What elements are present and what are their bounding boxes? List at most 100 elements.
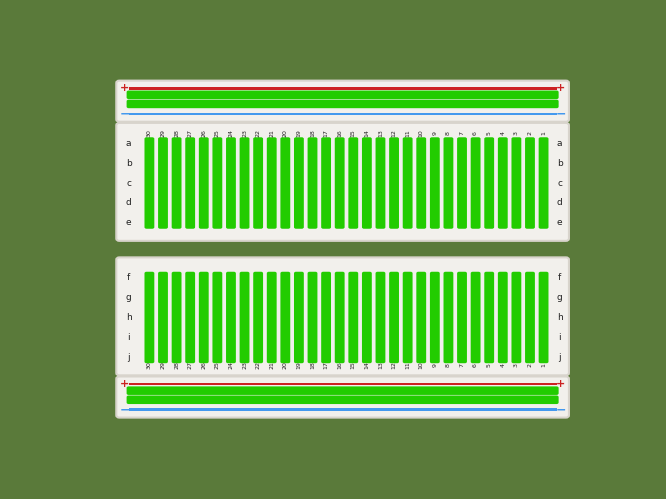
FancyBboxPatch shape bbox=[117, 123, 569, 241]
Bar bbox=[129, 408, 557, 411]
Bar bbox=[129, 87, 557, 89]
Text: 26: 26 bbox=[201, 129, 206, 137]
Text: 18: 18 bbox=[310, 129, 315, 137]
Text: 22: 22 bbox=[256, 129, 260, 137]
FancyBboxPatch shape bbox=[117, 81, 569, 122]
Text: 25: 25 bbox=[215, 361, 220, 369]
FancyBboxPatch shape bbox=[240, 272, 250, 363]
FancyBboxPatch shape bbox=[199, 272, 208, 363]
Text: 15: 15 bbox=[351, 361, 356, 369]
Text: 26: 26 bbox=[201, 361, 206, 369]
Text: +: + bbox=[120, 83, 129, 93]
Text: 16: 16 bbox=[337, 361, 342, 369]
FancyBboxPatch shape bbox=[362, 272, 372, 363]
FancyBboxPatch shape bbox=[498, 137, 507, 229]
Text: 14: 14 bbox=[364, 361, 370, 369]
Text: 2: 2 bbox=[527, 131, 533, 135]
Text: 1: 1 bbox=[541, 131, 546, 135]
Text: 22: 22 bbox=[256, 361, 260, 369]
FancyBboxPatch shape bbox=[117, 376, 569, 418]
FancyBboxPatch shape bbox=[127, 386, 559, 395]
FancyBboxPatch shape bbox=[185, 137, 195, 229]
Text: 3: 3 bbox=[514, 363, 519, 367]
Text: 1: 1 bbox=[541, 363, 546, 367]
Text: 27: 27 bbox=[188, 129, 192, 137]
Text: 17: 17 bbox=[324, 361, 328, 369]
Text: j: j bbox=[558, 353, 561, 362]
Text: d: d bbox=[557, 198, 563, 208]
FancyBboxPatch shape bbox=[348, 272, 358, 363]
Text: f: f bbox=[127, 273, 131, 282]
FancyBboxPatch shape bbox=[226, 272, 236, 363]
FancyBboxPatch shape bbox=[308, 137, 318, 229]
Text: i: i bbox=[127, 333, 130, 342]
Text: 7: 7 bbox=[460, 131, 464, 135]
Text: 29: 29 bbox=[161, 361, 165, 369]
Text: 3: 3 bbox=[514, 131, 519, 135]
FancyBboxPatch shape bbox=[403, 137, 412, 229]
FancyBboxPatch shape bbox=[127, 100, 559, 108]
FancyBboxPatch shape bbox=[321, 272, 331, 363]
Text: 25: 25 bbox=[215, 129, 220, 137]
Text: 24: 24 bbox=[228, 361, 234, 369]
FancyBboxPatch shape bbox=[321, 137, 331, 229]
FancyBboxPatch shape bbox=[457, 272, 467, 363]
Bar bbox=[129, 383, 557, 385]
Text: 19: 19 bbox=[296, 361, 302, 369]
Text: 23: 23 bbox=[242, 129, 247, 137]
FancyBboxPatch shape bbox=[158, 272, 168, 363]
Text: 2: 2 bbox=[527, 363, 533, 367]
FancyBboxPatch shape bbox=[308, 272, 318, 363]
Text: e: e bbox=[126, 218, 131, 227]
Text: 9: 9 bbox=[432, 131, 438, 135]
Text: 16: 16 bbox=[337, 129, 342, 137]
Text: 18: 18 bbox=[310, 361, 315, 369]
FancyBboxPatch shape bbox=[240, 137, 250, 229]
Text: 4: 4 bbox=[500, 131, 505, 135]
FancyBboxPatch shape bbox=[127, 90, 559, 99]
Text: 28: 28 bbox=[174, 129, 179, 137]
FancyBboxPatch shape bbox=[267, 272, 276, 363]
Text: 30: 30 bbox=[147, 129, 152, 137]
Text: 12: 12 bbox=[392, 361, 396, 369]
FancyBboxPatch shape bbox=[389, 272, 399, 363]
Text: 6: 6 bbox=[473, 131, 478, 135]
Text: 5: 5 bbox=[487, 131, 492, 135]
FancyBboxPatch shape bbox=[212, 137, 222, 229]
Text: a: a bbox=[126, 139, 131, 148]
FancyBboxPatch shape bbox=[525, 137, 535, 229]
Text: 23: 23 bbox=[242, 361, 247, 369]
Text: 13: 13 bbox=[378, 129, 383, 137]
FancyBboxPatch shape bbox=[484, 272, 494, 363]
Text: c: c bbox=[557, 179, 562, 188]
Text: 21: 21 bbox=[269, 361, 274, 369]
FancyBboxPatch shape bbox=[280, 272, 290, 363]
FancyBboxPatch shape bbox=[539, 137, 549, 229]
FancyBboxPatch shape bbox=[444, 272, 454, 363]
FancyBboxPatch shape bbox=[403, 272, 412, 363]
Text: −: − bbox=[119, 107, 130, 120]
Text: 8: 8 bbox=[446, 131, 451, 135]
Text: 15: 15 bbox=[351, 129, 356, 137]
Text: 14: 14 bbox=[364, 129, 370, 137]
FancyBboxPatch shape bbox=[294, 272, 304, 363]
FancyBboxPatch shape bbox=[172, 137, 182, 229]
FancyBboxPatch shape bbox=[484, 137, 494, 229]
FancyBboxPatch shape bbox=[226, 137, 236, 229]
Text: h: h bbox=[557, 313, 563, 322]
Text: 12: 12 bbox=[392, 129, 396, 137]
Text: 19: 19 bbox=[296, 129, 302, 137]
Text: d: d bbox=[126, 198, 132, 208]
Text: 28: 28 bbox=[174, 361, 179, 369]
Text: 5: 5 bbox=[487, 363, 492, 367]
FancyBboxPatch shape bbox=[511, 137, 521, 229]
FancyBboxPatch shape bbox=[172, 272, 182, 363]
FancyBboxPatch shape bbox=[253, 272, 263, 363]
FancyBboxPatch shape bbox=[294, 137, 304, 229]
FancyBboxPatch shape bbox=[539, 272, 549, 363]
FancyBboxPatch shape bbox=[376, 137, 386, 229]
Text: j: j bbox=[127, 353, 130, 362]
Text: 29: 29 bbox=[161, 129, 165, 137]
Text: 20: 20 bbox=[283, 129, 288, 137]
Text: 13: 13 bbox=[378, 361, 383, 369]
